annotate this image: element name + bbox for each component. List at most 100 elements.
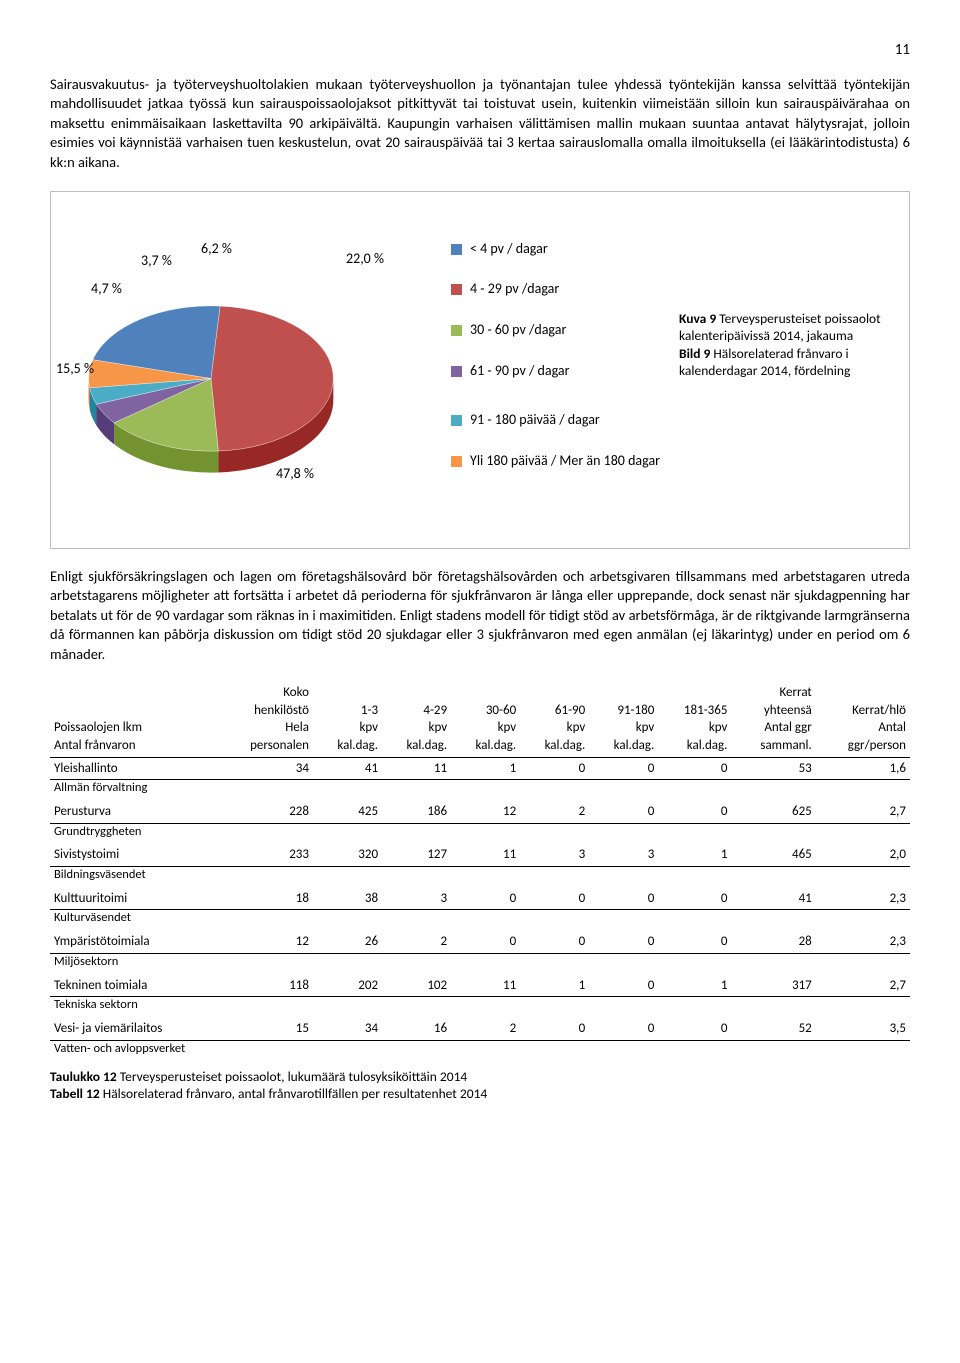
table-cell: 53: [731, 757, 815, 780]
table-cell: 3,5: [816, 1018, 910, 1040]
legend-item: Yli 180 päivää / Mer än 180 dagar: [451, 452, 679, 471]
legend-item: 30 - 60 pv /dagar: [451, 321, 679, 340]
table-cell: 1: [658, 844, 731, 866]
table-cell: 18: [218, 888, 313, 910]
table-cell: 28: [731, 931, 815, 953]
table-cell: 3: [520, 844, 589, 866]
table-cell: 0: [520, 931, 589, 953]
table-header: KerratyhteensäAntal ggrsammanl.: [731, 682, 815, 757]
table-cell: 0: [658, 931, 731, 953]
table-row: Tekninen toimiala118202102111013172,7: [50, 975, 910, 997]
table-cell: 425: [313, 801, 382, 823]
table-caption-fi-text: Terveysperusteiset poissaolot, lukumäärä…: [117, 1068, 468, 1085]
legend-swatch: [451, 456, 462, 467]
pie-chart: 22,0 % 47,8 % 15,5 % 4,7 % 3,7 % 6,2 %: [51, 200, 451, 540]
table-header: 4-29kpvkal.dag.: [382, 682, 451, 757]
table-cell: 1: [658, 975, 731, 997]
table-cell: 12: [218, 931, 313, 953]
table-cell: 0: [451, 931, 520, 953]
legend-label: 30 - 60 pv /dagar: [470, 321, 566, 340]
table-cell: 102: [382, 975, 451, 997]
pie-slice-label: 4,7 %: [91, 280, 122, 299]
table-cell: 0: [520, 757, 589, 780]
table-cell: 2,7: [816, 975, 910, 997]
table-cell: 1,6: [816, 757, 910, 780]
table-row-sublabel: Bildningsväsendet: [50, 866, 910, 887]
table-cell: 0: [658, 757, 731, 780]
table-cell: 118: [218, 975, 313, 997]
table-cell: 317: [731, 975, 815, 997]
pie-slice-label: 47,8 %: [276, 465, 314, 484]
table-cell: 1: [451, 757, 520, 780]
row-label-sv: Miljösektorn: [50, 953, 218, 974]
table-row: Vesi- ja viemärilaitos1534162000523,5: [50, 1018, 910, 1040]
table-cell: 0: [658, 1018, 731, 1040]
legend-item: < 4 pv / dagar: [451, 240, 679, 259]
table-row: Kulttuuritoimi183830000412,3: [50, 888, 910, 910]
table-12: Poissaolojen lkmAntal frånvaronKokohenki…: [50, 682, 910, 1061]
table-cell: 0: [589, 757, 658, 780]
table-cell: 41: [731, 888, 815, 910]
table-row-sublabel: Allmän förvaltning: [50, 780, 910, 801]
table-cell: 3: [589, 844, 658, 866]
table-cell: 0: [520, 888, 589, 910]
pie-slice-label: 15,5 %: [56, 360, 94, 379]
legend-swatch: [451, 366, 462, 377]
table-cell: 11: [382, 757, 451, 780]
table-cell: 233: [218, 844, 313, 866]
table-cell: 127: [382, 844, 451, 866]
table-cell: 2,3: [816, 931, 910, 953]
row-label-sv: Grundtryggheten: [50, 823, 218, 844]
table-row-sublabel: Kulturväsendet: [50, 910, 910, 931]
table-cell: 2,0: [816, 844, 910, 866]
legend-swatch: [451, 325, 462, 336]
legend-label: Yli 180 päivää / Mer än 180 dagar: [470, 452, 660, 471]
table-cell: 52: [731, 1018, 815, 1040]
table-cell: 0: [520, 1018, 589, 1040]
table-cell: 34: [313, 1018, 382, 1040]
legend-item: 61 - 90 pv / dagar: [451, 362, 679, 381]
legend-swatch: [451, 244, 462, 255]
legend-label: 4 - 29 pv /dagar: [470, 280, 559, 299]
table-caption-fi-title: Taulukko 12: [50, 1068, 117, 1085]
table-cell: 16: [382, 1018, 451, 1040]
table-row-sublabel: Grundtryggheten: [50, 823, 910, 844]
paragraph-sv: Enligt sjukförsäkringslagen och lagen om…: [50, 567, 910, 665]
row-label-sv: Bildningsväsendet: [50, 866, 218, 887]
table-cell: 625: [731, 801, 815, 823]
row-label-fi: Kulttuuritoimi: [50, 888, 218, 910]
table-cell: 26: [313, 931, 382, 953]
caption-sv-title: Bild 9: [679, 345, 710, 362]
table-header: 61-90kpvkal.dag.: [520, 682, 589, 757]
table-cell: 186: [382, 801, 451, 823]
table-cell: 2,7: [816, 801, 910, 823]
table-row: Sivistystoimi233320127113314652,0: [50, 844, 910, 866]
row-label-sv: Kulturväsendet: [50, 910, 218, 931]
table-cell: 0: [589, 975, 658, 997]
row-label-fi: Perusturva: [50, 801, 218, 823]
table-cell: 2: [382, 931, 451, 953]
table-row-sublabel: Vatten- och avloppsverket: [50, 1040, 910, 1061]
pie-slice-label: 6,2 %: [201, 240, 232, 259]
table-caption-sv-title: Tabell 12: [50, 1085, 100, 1102]
table-cell: 12: [451, 801, 520, 823]
table-cell: 34: [218, 757, 313, 780]
table-cell: 0: [658, 801, 731, 823]
table-header: 91-180kpvkal.dag.: [589, 682, 658, 757]
table-cell: 0: [589, 1018, 658, 1040]
table-cell: 320: [313, 844, 382, 866]
table-header: 30-60kpvkal.dag.: [451, 682, 520, 757]
pie-slice-label: 22,0 %: [346, 250, 384, 269]
table-caption-sv-text: Hälsorelaterad frånvaro, antal frånvarot…: [100, 1085, 488, 1102]
table-cell: 228: [218, 801, 313, 823]
row-label-sv: Tekniska sektorn: [50, 997, 218, 1018]
row-label-fi: Yleishallinto: [50, 757, 218, 780]
table-header: 181-365kpvkal.dag.: [658, 682, 731, 757]
row-label-sv: Vatten- och avloppsverket: [50, 1040, 218, 1061]
legend-swatch: [451, 415, 462, 426]
legend-label: 61 - 90 pv / dagar: [470, 362, 570, 381]
table-cell: 38: [313, 888, 382, 910]
page-number: 11: [50, 40, 910, 60]
table-cell: 0: [658, 888, 731, 910]
pie-slice-label: 3,7 %: [141, 252, 172, 271]
